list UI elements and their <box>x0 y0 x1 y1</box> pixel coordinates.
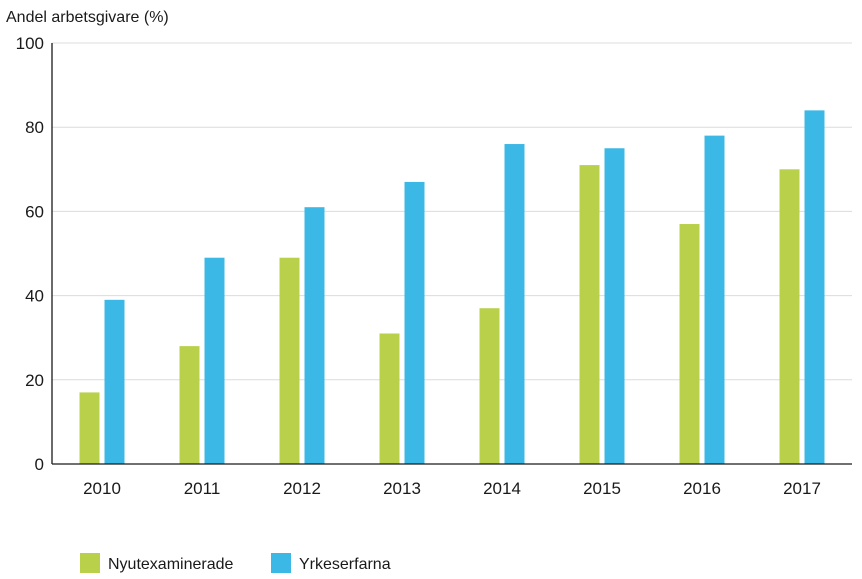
x-tick-label: 2014 <box>483 479 521 498</box>
bar-nyutexaminerade-2011 <box>179 346 200 464</box>
y-tick-label: 100 <box>16 34 44 53</box>
x-tick-label: 2017 <box>783 479 821 498</box>
bar-nyutexaminerade-2017 <box>779 169 800 465</box>
x-tick-label: 2015 <box>583 479 621 498</box>
bar-nyutexaminerade-2014 <box>479 308 500 464</box>
bar-yrkeserfarna-2017 <box>804 110 825 465</box>
bar-yrkeserfarna-2015 <box>604 148 625 464</box>
y-tick-label: 80 <box>25 118 44 137</box>
legend-label: Nyutexaminerade <box>108 556 234 573</box>
x-tick-label: 2010 <box>83 479 121 498</box>
gridlines <box>52 42 852 381</box>
bar-nyutexaminerade-2013 <box>379 333 400 464</box>
x-tick-labels: 2010 2011 2012 2013 2014 2015 2016 2017 <box>83 479 821 498</box>
x-tick-label: 2013 <box>383 479 421 498</box>
y-tick-label: 60 <box>25 202 44 221</box>
x-tick-label: 2016 <box>683 479 721 498</box>
bar-yrkeserfarna-2012 <box>304 207 325 464</box>
legend: Nyutexaminerade Yrkeserfarna <box>80 553 391 573</box>
bar-nyutexaminerade-2012 <box>279 257 300 464</box>
legend-swatch <box>80 553 100 573</box>
y-tick-label: 20 <box>25 371 44 390</box>
x-tick-label: 2011 <box>184 479 221 498</box>
bar-nyutexaminerade-2010 <box>79 392 100 464</box>
bar-yrkeserfarna-2014 <box>504 144 525 465</box>
legend-label: Yrkeserfarna <box>299 556 391 573</box>
bar-yrkeserfarna-2010 <box>104 299 125 464</box>
y-tick-label: 40 <box>25 287 44 306</box>
bar-yrkeserfarna-2011 <box>204 257 225 464</box>
bar-yrkeserfarna-2016 <box>704 135 725 464</box>
x-tick-label: 2012 <box>283 479 321 498</box>
y-axis-label: Andel arbetsgivare (%) <box>6 9 169 26</box>
bar-nyutexaminerade-2016 <box>679 224 700 464</box>
bar-yrkeserfarna-2013 <box>404 181 425 464</box>
y-tick-labels: 0 20 40 60 80 100 <box>16 34 44 474</box>
bars <box>79 110 825 465</box>
bar-nyutexaminerade-2015 <box>579 165 600 464</box>
y-tick-label: 0 <box>35 455 44 474</box>
legend-swatch <box>271 553 291 573</box>
